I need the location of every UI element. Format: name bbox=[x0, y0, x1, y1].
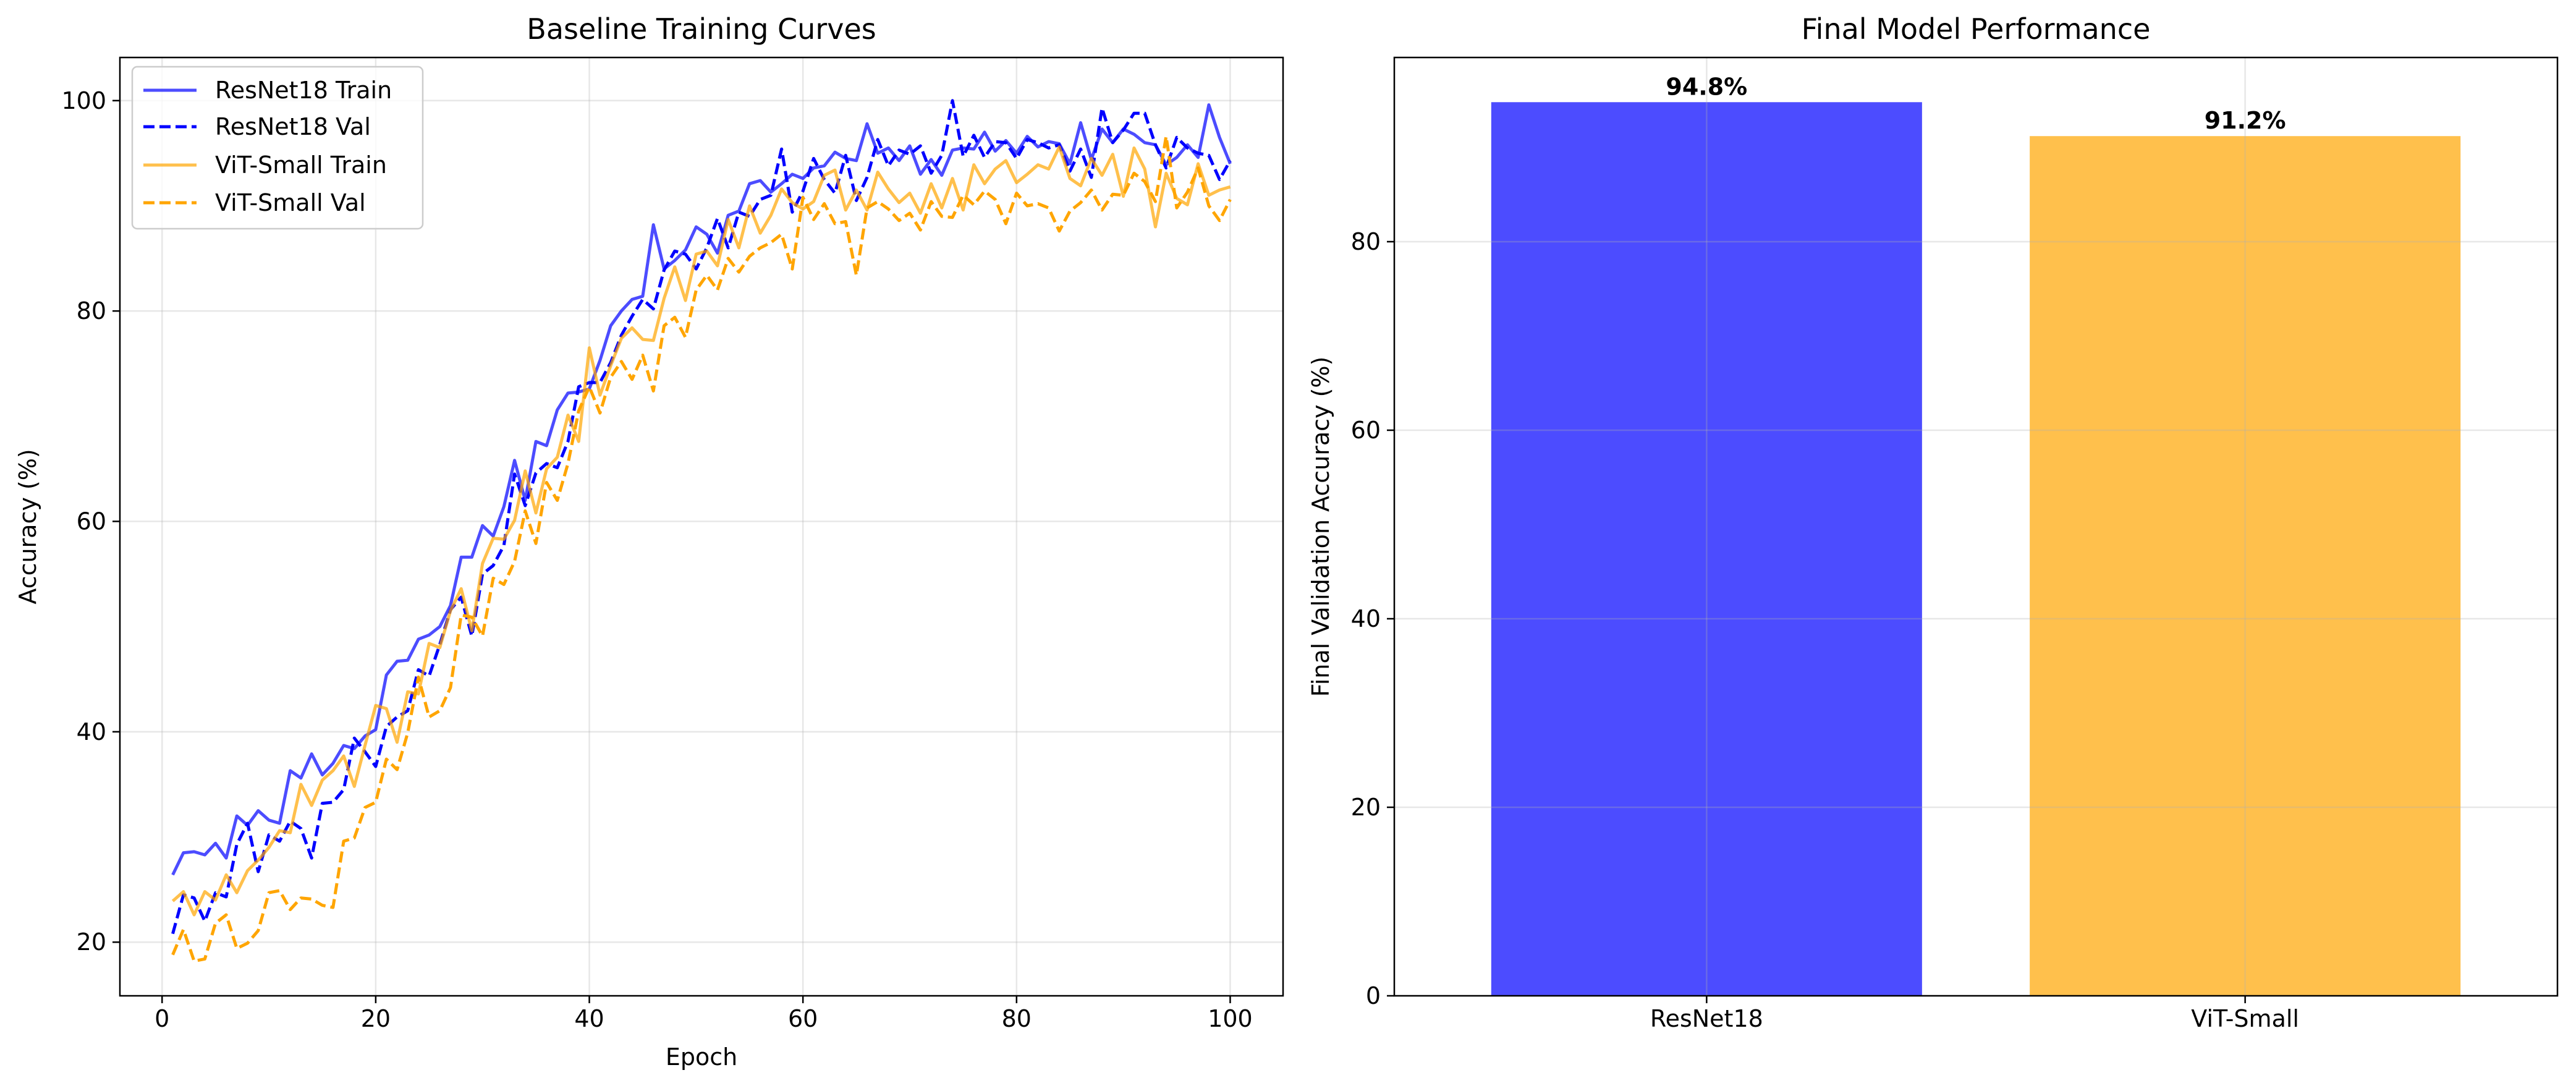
x-tick-label: 100 bbox=[1208, 1005, 1253, 1032]
line-chart-xlabel: Epoch bbox=[666, 1043, 737, 1071]
final-performance-chart: ResNet18 ViT-Small 0 20 40 60 80 94.8% 91.2% Fi… bbox=[1307, 12, 2559, 1032]
category-label: ViT-Small bbox=[2191, 1005, 2299, 1032]
training-curves-chart: 0 20 40 60 80 100 20 40 60 80 100 Baseline Trainin… bbox=[14, 12, 1284, 1071]
bar-vit-small bbox=[2030, 136, 2461, 996]
bar-chart-frame bbox=[1393, 56, 2559, 997]
category-label: ResNet18 bbox=[1650, 1005, 1763, 1032]
bar-chart-ticks: ResNet18 ViT-Small 0 20 40 60 80 bbox=[1351, 228, 2299, 1032]
y-tick-label: 40 bbox=[1351, 605, 1381, 632]
bar-value-label: 94.8% bbox=[1666, 73, 1747, 100]
y-tick-label: 0 bbox=[1366, 982, 1381, 1009]
bar-chart-bars bbox=[1491, 102, 2461, 996]
x-tick-label: 80 bbox=[1002, 1005, 1032, 1032]
bar-chart-ylabel: Final Validation Accuracy (%) bbox=[1307, 357, 1334, 697]
line-chart-frame bbox=[119, 56, 1284, 997]
line-chart-ticks: 0 20 40 60 80 100 20 40 60 80 100 bbox=[61, 87, 1252, 1032]
line-chart-series bbox=[171, 99, 1232, 963]
bar-chart-title: Final Model Performance bbox=[1802, 12, 2151, 46]
y-tick-label: 60 bbox=[77, 507, 106, 535]
series-line-vit-small-val bbox=[171, 135, 1232, 963]
line-chart-ylabel: Accuracy (%) bbox=[14, 449, 41, 604]
y-tick-label: 100 bbox=[61, 87, 106, 114]
legend-label-resnet18-train: ResNet18 Train bbox=[215, 77, 392, 104]
x-tick-label: 20 bbox=[361, 1005, 391, 1032]
y-tick-label: 40 bbox=[77, 718, 106, 745]
series-line-vit-small-train bbox=[171, 145, 1231, 917]
x-tick-label: 0 bbox=[155, 1005, 169, 1032]
legend-label-resnet18-val: ResNet18 Val bbox=[215, 113, 371, 140]
y-tick-label: 60 bbox=[1351, 417, 1381, 444]
series-line-resnet18-train bbox=[171, 103, 1232, 876]
legend-label-vit-small-val: ViT-Small Val bbox=[215, 189, 366, 216]
series-line-resnet18-val bbox=[171, 99, 1232, 935]
bar-resnet18 bbox=[1491, 102, 1922, 996]
legend-frame bbox=[131, 66, 424, 230]
bar-value-label: 91.2% bbox=[2205, 107, 2286, 134]
bar-chart-value-labels: 94.8% 91.2% bbox=[1666, 73, 2286, 134]
x-tick-label: 60 bbox=[788, 1005, 818, 1032]
line-chart-legend: ResNet18 Train ResNet18 Val ViT-Small Tr… bbox=[131, 66, 424, 230]
y-tick-label: 80 bbox=[1351, 228, 1381, 255]
y-tick-label: 20 bbox=[77, 928, 106, 956]
y-tick-label: 20 bbox=[1351, 794, 1381, 821]
x-tick-label: 40 bbox=[574, 1005, 604, 1032]
y-tick-label: 80 bbox=[77, 297, 106, 325]
legend-label-vit-small-train: ViT-Small Train bbox=[215, 151, 387, 179]
line-chart-title: Baseline Training Curves bbox=[527, 12, 876, 46]
